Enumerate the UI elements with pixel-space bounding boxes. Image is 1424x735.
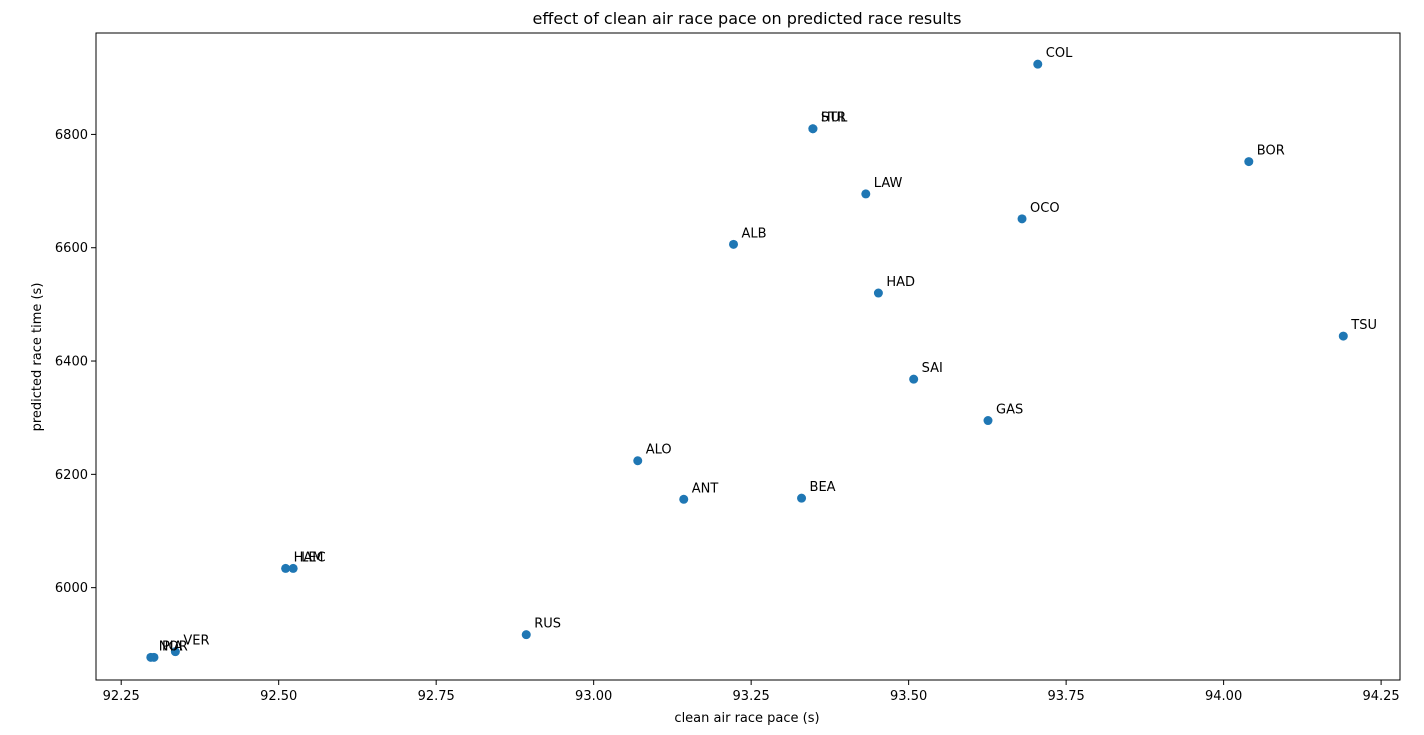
point-label: HUL	[821, 111, 848, 126]
point-label: OCO	[1030, 201, 1060, 216]
x-tick-label: 92.75	[418, 689, 455, 704]
y-tick-label: 6600	[55, 241, 88, 256]
x-axis-ticks: 92.25 92.50 92.75 93.00 93.25 93.50 93.75 94.00…	[103, 680, 1400, 704]
data-points	[146, 59, 1348, 662]
data-point	[281, 563, 291, 573]
data-point	[983, 416, 993, 426]
point-label: LAW	[874, 176, 903, 191]
data-point	[1017, 214, 1027, 224]
point-label: HAM	[294, 550, 324, 565]
x-tick-label: 92.25	[103, 689, 140, 704]
x-axis-label: clean air race pace (s)	[674, 711, 819, 726]
data-point	[521, 630, 531, 640]
data-point	[633, 456, 643, 466]
x-tick-label: 93.75	[1048, 689, 1085, 704]
data-point	[149, 652, 159, 662]
y-tick-label: 6200	[55, 468, 88, 483]
data-point	[909, 374, 919, 384]
x-tick-label: 93.00	[575, 689, 612, 704]
data-point	[1338, 331, 1348, 341]
point-label: ANT	[692, 481, 719, 496]
point-label: SAI	[922, 361, 943, 376]
y-tick-label: 6400	[55, 355, 88, 370]
point-label: GAS	[996, 403, 1023, 418]
data-point	[797, 493, 807, 503]
point-label: NOR	[159, 639, 188, 654]
point-label: ALB	[742, 226, 767, 241]
plot-area	[95, 32, 1401, 681]
point-label: ALO	[646, 443, 672, 458]
point-label: RUS	[534, 617, 561, 632]
x-tick-label: 94.25	[1362, 689, 1399, 704]
data-point	[1244, 157, 1254, 167]
point-label: HAD	[886, 275, 915, 290]
point-label: BOR	[1257, 144, 1285, 159]
point-label: STR	[821, 111, 846, 126]
data-point	[873, 288, 883, 298]
x-tick-label: 92.50	[260, 689, 297, 704]
x-tick-label: 93.50	[890, 689, 927, 704]
chart-title: effect of clean air race pace on predict…	[533, 9, 962, 28]
data-point	[808, 124, 818, 134]
point-label: TSU	[1350, 318, 1377, 333]
x-tick-label: 94.00	[1205, 689, 1242, 704]
point-label: PIA	[162, 639, 183, 654]
data-point	[679, 494, 689, 504]
data-point	[170, 647, 180, 657]
point-label: VER	[183, 634, 209, 649]
data-point	[288, 563, 298, 573]
point-label: BEA	[810, 480, 836, 495]
data-point	[1033, 59, 1043, 69]
y-axis-ticks: 6000 6200 6400 6600 6800	[55, 128, 96, 596]
data-point	[861, 189, 871, 199]
y-tick-label: 6800	[55, 128, 88, 143]
x-tick-label: 93.25	[733, 689, 770, 704]
y-tick-label: 6000	[55, 581, 88, 596]
data-point	[729, 239, 739, 249]
point-label: LEC	[301, 550, 326, 565]
point-label: COL	[1046, 46, 1073, 61]
y-axis-label: predicted race time (s)	[30, 283, 45, 432]
